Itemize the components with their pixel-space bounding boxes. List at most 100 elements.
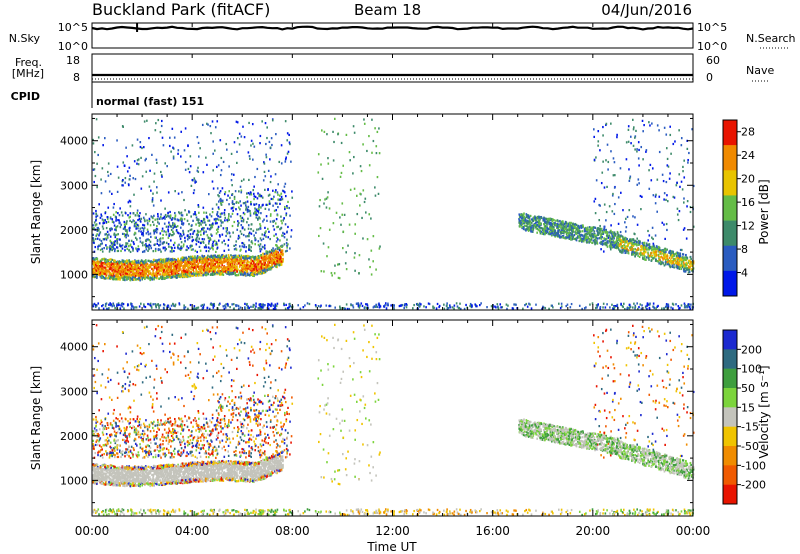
power-echo — [143, 268, 146, 271]
power-echo — [255, 208, 258, 211]
power-echo — [268, 202, 271, 205]
power-echo — [167, 275, 170, 278]
power-echo — [175, 264, 178, 267]
power-echo — [237, 201, 240, 204]
power-echo — [170, 304, 173, 307]
power-echo — [599, 204, 601, 207]
power-echo — [147, 302, 149, 306]
power-echo — [275, 189, 277, 192]
power-echo — [260, 261, 263, 264]
power-echo — [182, 269, 184, 272]
power-echo — [227, 194, 229, 197]
power-echo — [250, 246, 252, 249]
power-echo — [187, 257, 190, 260]
power-echo — [278, 263, 280, 266]
power-echo — [100, 192, 103, 195]
power-echo — [184, 265, 186, 268]
power-echo — [194, 255, 196, 258]
power-echo — [240, 260, 242, 263]
power-echo — [123, 267, 126, 271]
power-echo — [240, 232, 243, 236]
power-echo — [597, 140, 600, 143]
power-echo — [281, 198, 284, 201]
power-echo — [624, 307, 626, 311]
power-echo — [459, 302, 461, 305]
power-echo — [169, 264, 172, 267]
power-echo — [679, 306, 681, 310]
power-echo — [595, 179, 598, 182]
power-echo — [172, 243, 175, 247]
power-echo — [270, 304, 272, 308]
power-echo — [288, 206, 290, 210]
power-echo — [137, 277, 140, 280]
power-echo — [205, 211, 208, 214]
power-echo — [446, 306, 449, 310]
power-echo — [669, 172, 671, 175]
power-echo — [118, 276, 120, 279]
power-echo — [129, 250, 132, 254]
power-echo — [605, 219, 607, 222]
power-echo — [105, 264, 108, 267]
power-echo — [668, 177, 671, 180]
power-echo — [254, 175, 256, 179]
power-echo — [253, 203, 256, 206]
power-echo — [212, 140, 214, 143]
power-echo — [235, 248, 238, 251]
power-echo — [254, 271, 257, 274]
power-echo — [206, 163, 208, 166]
power-echo — [254, 307, 256, 310]
power-echo — [560, 302, 563, 305]
power-echo — [149, 232, 152, 235]
power-echo — [511, 307, 514, 310]
power-echo — [111, 274, 113, 277]
power-echo — [236, 137, 239, 140]
power-echo — [325, 304, 328, 307]
power-echo — [212, 187, 215, 190]
power-echo — [97, 302, 100, 305]
power-echo — [164, 259, 166, 262]
power-echo — [225, 234, 227, 238]
power-echo — [165, 241, 168, 244]
power-echo — [154, 274, 157, 277]
power-echo — [246, 255, 249, 258]
power-echo — [236, 258, 238, 261]
power-echo — [138, 305, 141, 308]
power-echo — [191, 268, 194, 272]
power-echo — [94, 271, 96, 274]
power-echo — [205, 215, 208, 218]
power-echo — [219, 202, 222, 205]
power-echo — [277, 225, 280, 228]
power-echo — [151, 197, 154, 200]
power-echo — [267, 302, 269, 306]
power-echo — [246, 267, 249, 270]
power-echo — [117, 219, 119, 222]
power-echo — [168, 269, 171, 272]
power-echo — [256, 256, 258, 259]
power-echo — [142, 274, 144, 277]
power-echo — [616, 133, 618, 136]
power-echo — [93, 168, 96, 171]
power-echo — [129, 265, 132, 268]
power-echo — [121, 276, 123, 279]
freq-tick-top: 18 — [66, 54, 80, 67]
power-echo — [93, 273, 96, 277]
power-echo — [135, 266, 138, 269]
power-echo — [291, 190, 293, 193]
power-echo — [250, 193, 253, 196]
power-echo — [205, 249, 208, 253]
power-echo — [190, 215, 192, 218]
power-echo — [232, 256, 235, 259]
power-echo — [239, 264, 241, 267]
power-echo — [602, 250, 605, 253]
power-echo — [249, 214, 252, 217]
power-echo — [541, 307, 543, 310]
power-echo — [227, 304, 229, 307]
power-echo — [259, 134, 262, 138]
power-echo — [246, 302, 248, 306]
power-echo — [160, 270, 163, 273]
power-echo — [207, 254, 209, 257]
power-echo — [233, 195, 236, 199]
power-echo — [125, 267, 128, 270]
power-echo — [189, 274, 191, 277]
power-echo — [608, 205, 611, 208]
